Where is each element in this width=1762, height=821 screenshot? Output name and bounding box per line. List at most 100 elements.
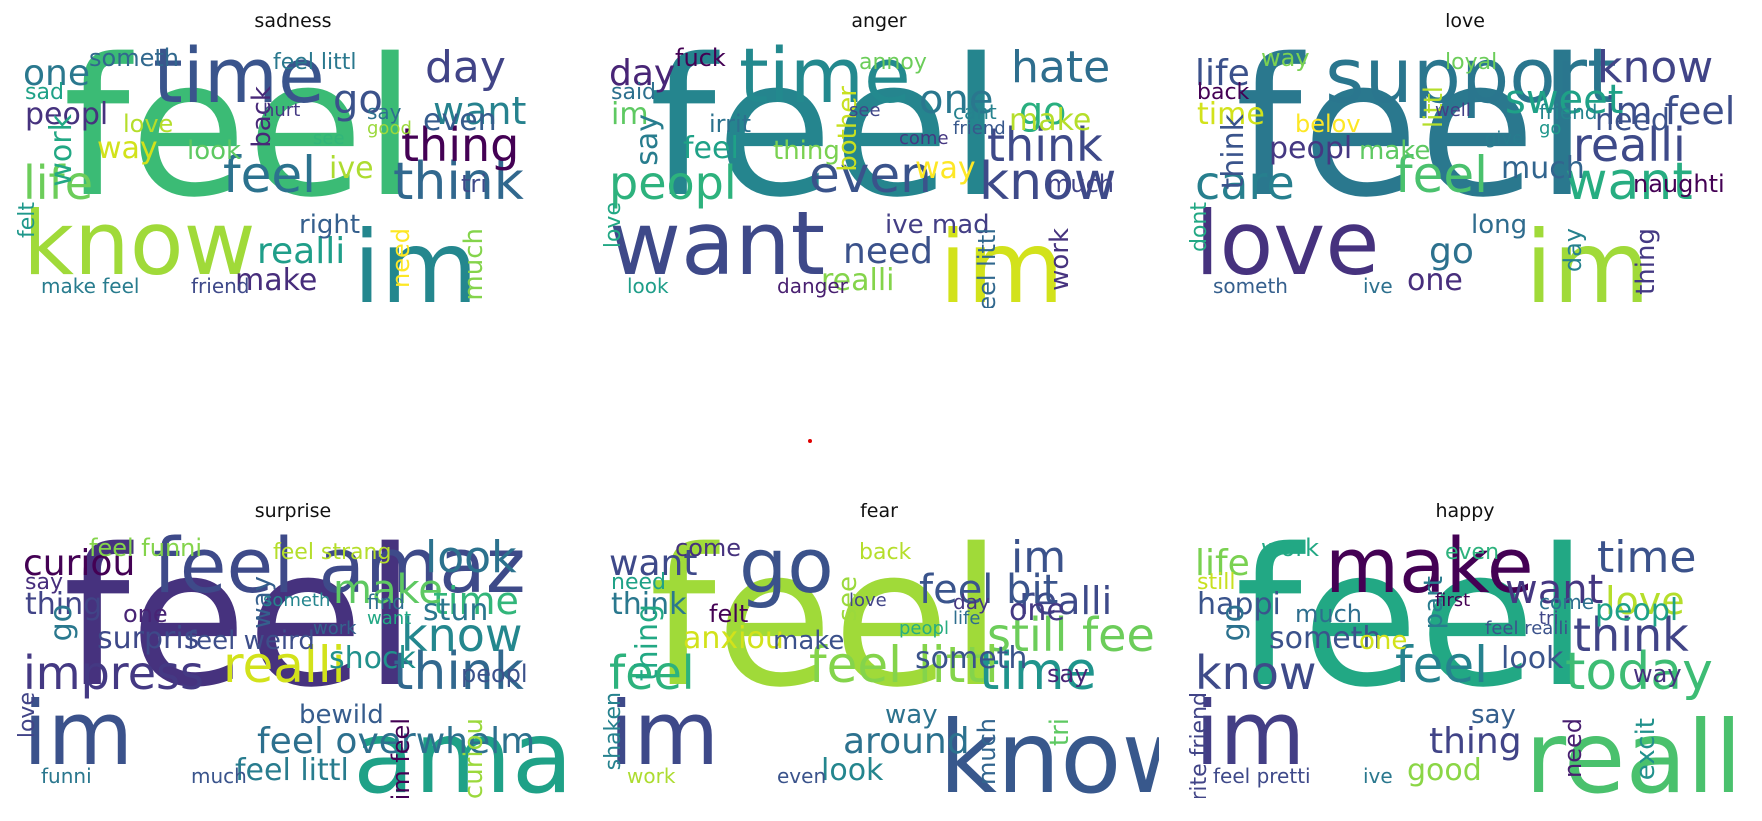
cloud-word: peopl [609, 156, 737, 210]
cloud-word: see [313, 128, 345, 149]
cloud-word: friend [191, 274, 250, 298]
cloud-word: sad [25, 80, 64, 105]
cloud-word: support [1325, 42, 1617, 120]
cloud-word: first [1435, 590, 1471, 611]
cloud-word: feel [63, 42, 417, 239]
cloud-word: think [393, 152, 524, 212]
cloud-word: want [1565, 152, 1693, 212]
cloud-word: feel weird [187, 626, 315, 656]
cloud-word: long [1471, 210, 1528, 240]
cloud-word: anxiou [683, 621, 784, 656]
cloud-word: well [1435, 100, 1471, 121]
cloud-word: know [939, 699, 1159, 799]
cloud-word: know [1195, 646, 1317, 700]
cloud-word: shaken [601, 692, 626, 771]
cloud-word: need [843, 231, 933, 272]
cloud-word: excit [1631, 718, 1661, 781]
cloud-word: peopl [25, 97, 109, 132]
cloud-word: love [123, 110, 174, 138]
cloud-word: even [777, 764, 827, 788]
cloud-word: make [1359, 136, 1431, 166]
cloud-word: someth [915, 641, 1028, 676]
cloud-word: feel [1395, 146, 1489, 204]
cloud-word: feel [683, 131, 739, 166]
cloud-word: someth [263, 590, 331, 611]
cloud-word: give [1485, 128, 1524, 149]
cloud-word: much [1501, 151, 1585, 186]
cloud-word: annoy [859, 50, 927, 75]
cloud-word: feel littl [809, 636, 999, 694]
cloud-word: look [1501, 641, 1564, 676]
cloud-word: felt [15, 202, 40, 239]
cloud-word: go [333, 77, 383, 123]
cloud-word: go [44, 604, 79, 642]
cloud-word: much [1047, 170, 1114, 198]
cloud-word: im [1195, 682, 1306, 785]
cloud-word: want [609, 543, 698, 584]
cloud-word: need [1595, 103, 1670, 138]
cloud-word: feel curiou [459, 718, 489, 798]
cloud-word: stun [423, 593, 489, 628]
cloud-word: want [609, 192, 826, 295]
cloud-word: feel bit [919, 567, 1059, 613]
cloud-word: peopl [1269, 131, 1353, 166]
panel-title: fear [860, 500, 898, 522]
cloud-word: think [1573, 608, 1689, 662]
panel-title: surprise [254, 500, 332, 522]
cloud-word: love [1605, 579, 1685, 623]
cloud-word: time [1597, 532, 1697, 583]
panel-sadness: sadness feel know im time life day think thing w… [5, 6, 581, 316]
cloud-word: still [1197, 570, 1236, 595]
cloud-word: hurt [263, 100, 301, 121]
cloud-word: think [611, 587, 687, 622]
cloud-word: work [1045, 228, 1075, 291]
cloud-word: way [1633, 660, 1682, 688]
cloud-word: thing [25, 587, 103, 622]
cloud-word: curiou [23, 543, 136, 584]
cloud-word: felt [709, 600, 749, 628]
cloud-word: think [1216, 114, 1251, 190]
cloud-word: good [1407, 753, 1482, 788]
cloud-word: thing [630, 604, 665, 682]
word-cloud: feelimreallimakeknowtimetodaythinklovewa… [1185, 532, 1745, 798]
cloud-word: think [987, 118, 1103, 172]
word-cloud: feel know im time life day think thing want go fee… [13, 42, 573, 308]
cloud-word: think [393, 642, 524, 702]
cloud-word: friend [953, 118, 1006, 139]
cloud-word: much [191, 764, 247, 788]
cloud-word: one [1359, 626, 1408, 656]
cloud-word: im [939, 209, 1065, 309]
cloud-word: good [367, 118, 412, 139]
cloud-word: one [1009, 593, 1065, 628]
cloud-word: much [1295, 600, 1362, 628]
cloud-word: im [1525, 209, 1651, 309]
cloud-word: much [973, 718, 1001, 785]
cloud-word: someth [1213, 274, 1288, 298]
cloud-word: still feel [987, 608, 1159, 662]
cloud-word: peopl [461, 660, 528, 688]
cloud-word: thing [1631, 228, 1661, 295]
cloud-word: danger [777, 274, 848, 298]
cloud-word: today [1565, 642, 1713, 702]
cloud-word: even [423, 103, 497, 138]
cloud-word: know [979, 152, 1117, 212]
cloud-word: around [843, 721, 970, 762]
cloud-word: amaz [353, 699, 573, 799]
cloud-word: ive mad [885, 210, 990, 240]
cloud-word: back [1197, 80, 1250, 105]
cloud-word: surpris [97, 621, 200, 656]
cloud-word: write friend [1187, 692, 1212, 798]
cloud-word: much [459, 228, 489, 301]
cloud-word: im [353, 209, 479, 309]
cloud-word: realli [1019, 579, 1113, 623]
cloud-word: life [1195, 53, 1250, 94]
cloud-word: tri [1045, 718, 1075, 747]
cloud-word: hate [1011, 42, 1111, 93]
word-cloud: feelimamazfeel amazimpresslookthinkknowt… [13, 532, 573, 798]
cloud-word: feel [1235, 42, 1589, 239]
cloud-word: feel realli [1485, 618, 1569, 639]
cloud-word: want [367, 608, 412, 629]
cloud-word: realli [821, 263, 895, 298]
cloud-word: one [123, 600, 168, 628]
